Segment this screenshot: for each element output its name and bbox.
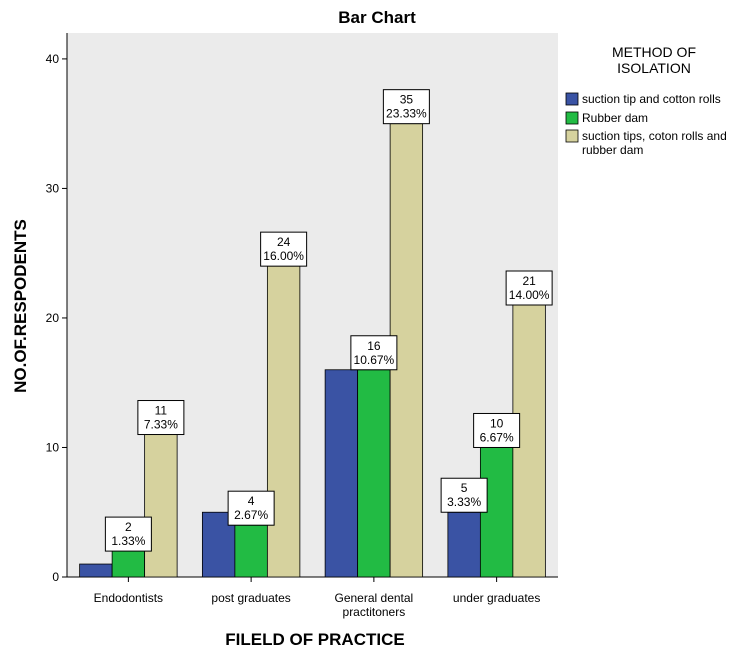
bar: [111, 550, 146, 578]
data-label-count: 2: [125, 520, 132, 534]
y-tick-label: 10: [46, 440, 60, 454]
legend-title: ISOLATION: [617, 60, 691, 76]
data-label-count: 11: [155, 404, 168, 418]
chart-title: Bar Chart: [338, 8, 416, 27]
data-label-percent: 23.33%: [386, 107, 427, 121]
legend-label: rubber dam: [582, 143, 643, 157]
bar: [79, 563, 113, 578]
x-tick-label: under graduates: [453, 591, 540, 605]
data-label-box: [350, 335, 398, 371]
bar: [447, 511, 481, 578]
data-label-count: 24: [277, 235, 291, 249]
legend-label: suction tips, coton rolls and: [582, 129, 727, 143]
data-label-box: [104, 516, 152, 552]
data-label-percent: 7.33%: [144, 418, 178, 432]
data-label-box: [440, 477, 488, 513]
bar: [234, 524, 268, 578]
x-tick-label: Endodontists: [94, 591, 163, 605]
legend-label: suction tip and cotton rolls: [582, 92, 721, 106]
data-label-box: [227, 490, 275, 526]
y-tick-label: 40: [46, 52, 60, 66]
data-label-percent: 10.67%: [354, 353, 395, 367]
y-tick-label: 0: [52, 570, 59, 584]
bar: [324, 369, 359, 578]
legend-label: Rubber dam: [582, 111, 648, 125]
x-axis-title: FILELD OF PRACTICE: [225, 630, 404, 649]
legend-title: METHOD OF: [612, 44, 696, 60]
data-label-percent: 16.00%: [263, 249, 304, 263]
data-label-count: 5: [461, 481, 468, 495]
data-label-percent: 14.00%: [509, 288, 550, 302]
data-label-box: [505, 270, 553, 306]
data-label-count: 16: [367, 339, 381, 353]
data-label-percent: 3.33%: [447, 495, 481, 509]
data-label-box: [260, 231, 308, 267]
legend-swatch: [565, 92, 579, 106]
bar: [266, 265, 301, 578]
data-label-box: [473, 412, 521, 448]
y-tick-label: 20: [46, 311, 60, 325]
data-label-box: [382, 89, 430, 125]
data-label-percent: 1.33%: [111, 534, 145, 548]
y-tick-label: 30: [46, 181, 60, 195]
x-tick-label: practitoners: [343, 605, 406, 619]
x-tick-label: post graduates: [211, 591, 290, 605]
data-label-count: 35: [400, 93, 414, 107]
legend-swatch: [565, 111, 579, 125]
data-label-percent: 6.67%: [480, 430, 514, 444]
y-axis-title: NO.OF.RESPODENTS: [11, 219, 30, 393]
x-tick-label: General dental: [335, 591, 414, 605]
bar: [357, 369, 391, 578]
legend-swatch: [565, 129, 579, 143]
data-label-percent: 2.67%: [234, 508, 268, 522]
data-label-count: 10: [490, 416, 504, 430]
data-label-box: [137, 400, 185, 436]
data-label-count: 21: [522, 274, 536, 288]
bar: [144, 434, 178, 578]
data-label-count: 4: [248, 494, 255, 508]
